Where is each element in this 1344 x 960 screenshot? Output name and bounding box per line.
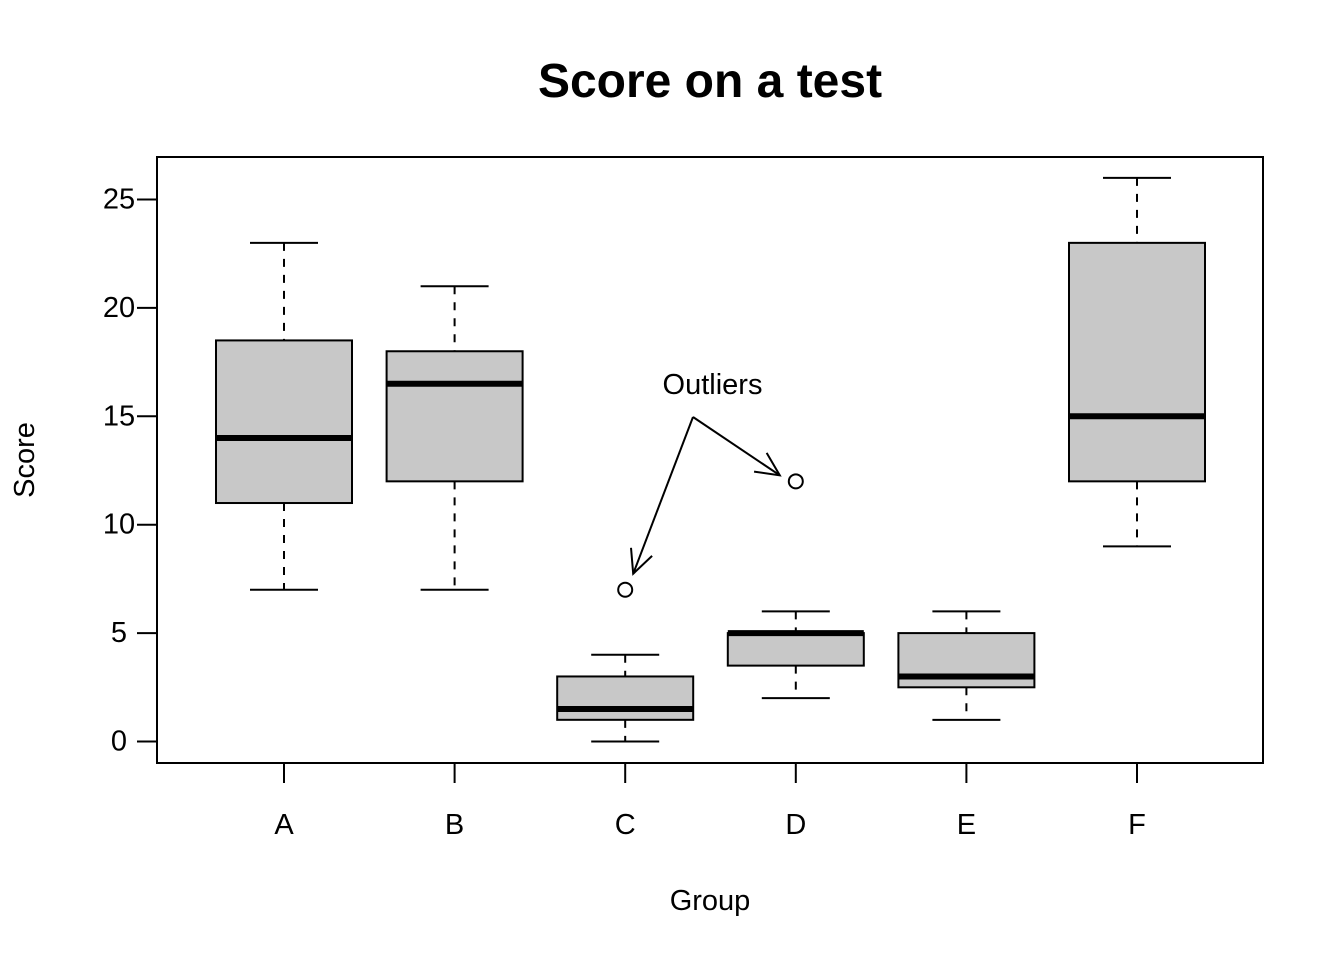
- arrowhead: [630, 547, 653, 576]
- box-e: [897, 610, 1036, 721]
- y-tick-label: 10: [103, 509, 135, 541]
- arrowhead: [753, 452, 782, 477]
- y-tick-label: 5: [111, 617, 127, 649]
- y-tick-label: 25: [103, 184, 135, 216]
- box-body: [556, 675, 695, 721]
- x-tick-label: A: [274, 809, 294, 841]
- box-body: [215, 339, 353, 505]
- x-axis: A B C D E F: [274, 763, 1146, 841]
- chart-title: Score on a test: [538, 55, 882, 108]
- box-a: [215, 241, 353, 591]
- x-tick-label: C: [615, 809, 636, 841]
- box-c: [556, 581, 695, 743]
- x-axis-title: Group: [670, 885, 751, 917]
- annotation-arrow: [692, 416, 781, 477]
- annotation-label: Outliers: [663, 369, 763, 401]
- y-axis: 0 5 10 15 20 25: [103, 184, 157, 758]
- plot-frame: [156, 156, 1264, 764]
- outliers-annotation: Outliers: [630, 369, 782, 576]
- y-tick-label: 15: [103, 400, 135, 432]
- x-tick-label: F: [1128, 809, 1146, 841]
- outlier-point: [787, 473, 804, 490]
- x-tick-label: B: [445, 809, 464, 841]
- annotation-arrow: [632, 416, 694, 575]
- y-tick-label: 0: [111, 726, 127, 758]
- y-axis-title: Score: [9, 422, 41, 498]
- x-tick-label: E: [957, 809, 976, 841]
- box-body: [385, 350, 524, 483]
- box-body: [1068, 241, 1206, 483]
- box-f: [1068, 176, 1206, 548]
- box-body: [726, 632, 865, 667]
- y-tick-label: 20: [103, 292, 135, 324]
- outlier-point: [617, 581, 634, 598]
- box-d: [726, 473, 865, 700]
- x-tick-label: D: [785, 809, 806, 841]
- box-b: [385, 285, 524, 591]
- boxes: [215, 176, 1206, 743]
